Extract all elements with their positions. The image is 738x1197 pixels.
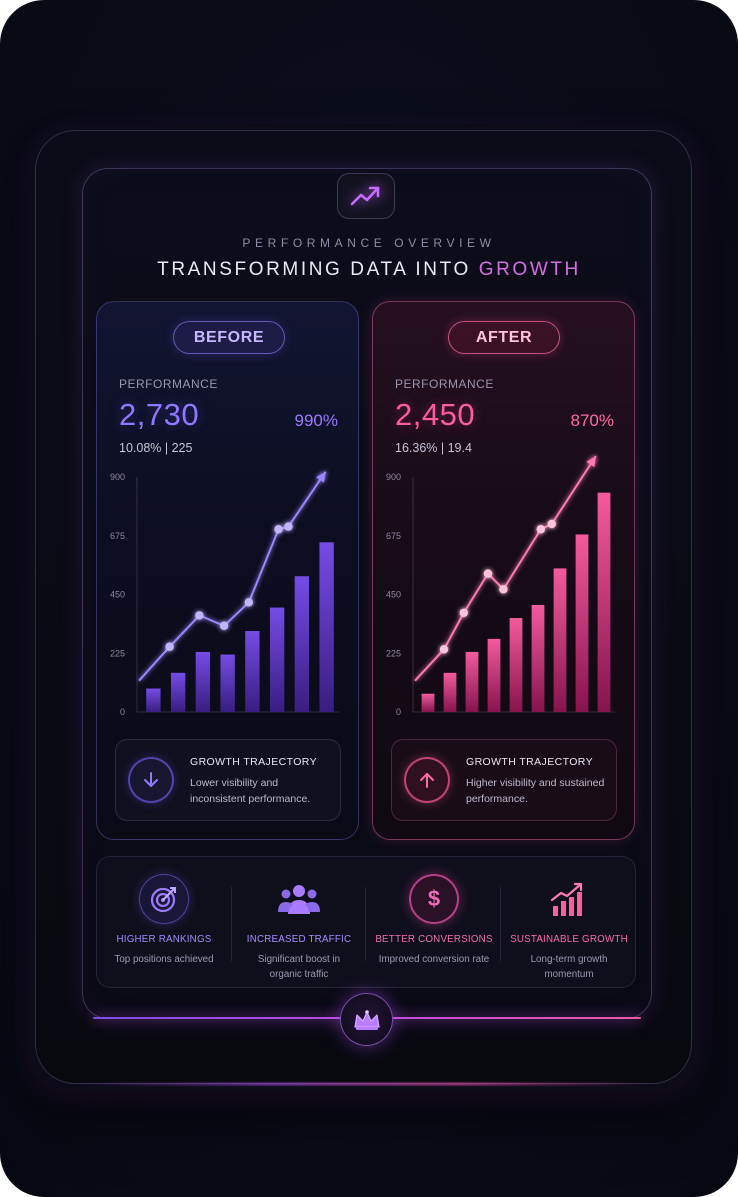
sub-stats: 10.08% | 225 <box>119 441 193 455</box>
users-icon <box>274 874 324 924</box>
trend-point <box>219 621 229 631</box>
trend-point <box>536 525 545 534</box>
page-title: TRANSFORMING DATA INTO GROWTH <box>0 259 738 281</box>
trend-point <box>165 642 174 651</box>
performance-label: PERFORMANCE <box>395 377 494 391</box>
trajectory-title: GROWTH TRAJECTORY <box>190 756 317 768</box>
trend-point <box>483 569 493 578</box>
performance-label: PERFORMANCE <box>119 377 218 391</box>
before-badge[interactable]: BEFORE <box>173 321 285 354</box>
divider <box>500 887 501 961</box>
trend-arrow-head <box>586 456 596 468</box>
after-chart: 0 225 450 675 900 <box>386 455 615 717</box>
growth-trajectory-card: GROWTH TRAJECTORY Lower visibility and i… <box>115 739 341 821</box>
bar <box>421 693 435 712</box>
after-card: AFTER PERFORMANCE 2,450 870% 16.36% | 19… <box>372 301 635 840</box>
arrow-up-icon <box>404 757 450 803</box>
feature-description: Top positions achieved <box>114 954 214 965</box>
y-tick-label: 675 <box>110 531 125 541</box>
bar <box>245 631 260 712</box>
performance-value: 2,450 <box>395 397 476 432</box>
bar <box>146 688 161 712</box>
crown-icon[interactable] <box>340 993 393 1046</box>
bar <box>531 604 545 712</box>
trend-point <box>284 522 293 531</box>
feature-title: HIGHER RANKINGS <box>116 934 212 945</box>
trend-up-icon <box>337 173 395 219</box>
bar <box>269 607 285 712</box>
bar <box>170 672 186 712</box>
bar <box>319 542 334 712</box>
trend-point <box>499 585 508 594</box>
feature-title: BETTER CONVERSIONS <box>375 934 493 945</box>
target-icon <box>139 874 189 924</box>
bar-chart-up-icon <box>544 874 594 924</box>
bar <box>575 534 589 712</box>
feature-description: Long-term growth momentum <box>530 954 608 980</box>
sub-stats: 16.36% | 19.4 <box>395 441 472 455</box>
trajectory-description: Lower visibility and inconsistent perfor… <box>190 777 311 805</box>
y-tick-label: 0 <box>120 707 125 717</box>
bar <box>443 672 457 712</box>
performance-percent: 870% <box>570 411 614 430</box>
before-chart: 0 225 450 675 900 <box>110 471 339 717</box>
y-tick-label: 225 <box>386 648 401 658</box>
trend-point <box>274 525 283 534</box>
features-strip: HIGHER RANKINGS Top positions achieved I… <box>96 856 636 988</box>
svg-text:$: $ <box>428 886 440 911</box>
feature-title: INCREASED TRAFFIC <box>246 934 352 945</box>
bar <box>487 638 501 712</box>
y-tick-label: 225 <box>110 648 125 658</box>
headline-accent: GROWTH <box>478 259 581 280</box>
trajectory-title: GROWTH TRAJECTORY <box>466 756 593 768</box>
y-tick-label: 0 <box>396 707 401 717</box>
trend-point <box>244 598 254 607</box>
trend-point <box>459 608 468 617</box>
bar <box>597 492 611 712</box>
bar <box>220 654 235 712</box>
y-tick-label: 900 <box>110 472 125 482</box>
trend-point <box>195 611 204 620</box>
trend-point <box>547 519 556 529</box>
growth-trajectory-card: GROWTH TRAJECTORY Higher visibility and … <box>391 739 617 821</box>
feature-description: Significant boost in organic traffic <box>257 954 341 980</box>
bar <box>509 618 523 712</box>
feature-description: Improved conversion rate <box>378 954 490 965</box>
trend-point <box>439 645 449 654</box>
feature-sustainable-growth: SUSTAINABLE GROWTH Long-term growth mome… <box>502 857 636 989</box>
arrow-down-icon <box>128 757 174 803</box>
bar <box>195 651 211 712</box>
feature-higher-rankings: HIGHER RANKINGS Top positions achieved <box>97 857 231 989</box>
y-tick-label: 450 <box>386 590 401 600</box>
y-tick-label: 900 <box>386 472 401 482</box>
feature-increased-traffic: INCREASED TRAFFIC Significant boost in o… <box>232 857 366 989</box>
section-eyebrow: PERFORMANCE OVERVIEW <box>242 236 496 250</box>
bar <box>465 651 479 712</box>
y-tick-label: 675 <box>386 531 401 541</box>
bar <box>294 576 310 712</box>
feature-title: SUSTAINABLE GROWTH <box>510 934 628 945</box>
before-card: BEFORE PERFORMANCE 2,730 990% 10.08% | 2… <box>96 301 359 840</box>
headline-main: TRANSFORMING DATA INTO <box>157 259 471 280</box>
trend-arrow-head <box>316 471 326 483</box>
divider <box>365 887 366 961</box>
performance-value: 2,730 <box>119 397 200 432</box>
y-tick-label: 450 <box>110 590 125 600</box>
divider <box>231 887 232 961</box>
feature-better-conversions: $ BETTER CONVERSIONS Improved conversion… <box>367 857 501 989</box>
performance-percent: 990% <box>294 411 338 430</box>
bar <box>553 568 567 712</box>
after-badge[interactable]: AFTER <box>448 321 560 354</box>
dollar-icon: $ <box>409 874 459 924</box>
trajectory-description: Higher visibility and sustained performa… <box>466 777 605 805</box>
